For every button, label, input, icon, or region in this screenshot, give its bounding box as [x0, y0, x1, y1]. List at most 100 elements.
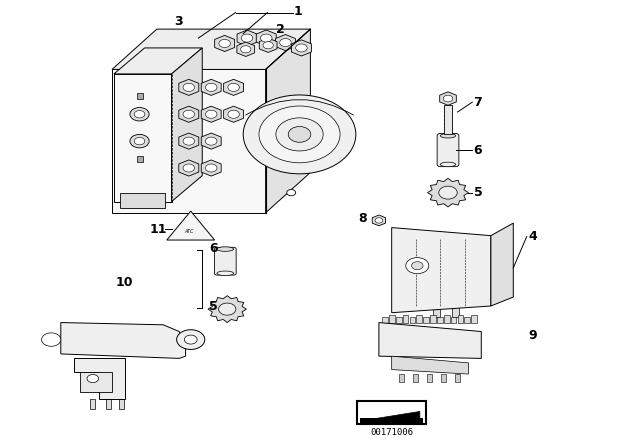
Bar	[452, 306, 459, 317]
Circle shape	[183, 164, 195, 172]
Polygon shape	[259, 38, 277, 52]
Polygon shape	[167, 211, 214, 240]
Bar	[441, 374, 446, 382]
Circle shape	[276, 118, 323, 151]
Ellipse shape	[217, 247, 234, 251]
Circle shape	[42, 333, 61, 346]
Circle shape	[406, 258, 429, 274]
Bar	[119, 399, 124, 409]
Polygon shape	[80, 372, 112, 392]
Ellipse shape	[440, 134, 456, 138]
Circle shape	[205, 83, 217, 91]
Polygon shape	[214, 35, 235, 52]
Ellipse shape	[217, 271, 234, 276]
Circle shape	[296, 44, 307, 52]
Bar	[455, 374, 460, 382]
Circle shape	[263, 42, 273, 49]
Circle shape	[134, 138, 145, 145]
Polygon shape	[266, 29, 310, 213]
FancyBboxPatch shape	[214, 247, 236, 275]
Bar	[396, 317, 401, 323]
Circle shape	[130, 108, 149, 121]
Bar	[106, 399, 111, 409]
Polygon shape	[179, 106, 199, 122]
Circle shape	[280, 39, 291, 47]
Text: 4: 4	[528, 230, 537, 243]
Text: 5: 5	[474, 186, 483, 199]
Bar	[360, 418, 423, 423]
FancyBboxPatch shape	[437, 134, 459, 167]
Circle shape	[375, 218, 383, 223]
Circle shape	[183, 83, 195, 91]
Bar	[451, 317, 456, 323]
Bar	[382, 317, 388, 323]
Polygon shape	[120, 193, 165, 208]
Text: 5: 5	[209, 300, 218, 314]
Polygon shape	[179, 133, 199, 149]
Polygon shape	[491, 223, 513, 306]
Polygon shape	[256, 30, 276, 46]
Polygon shape	[201, 160, 221, 176]
Polygon shape	[379, 323, 481, 358]
Circle shape	[183, 137, 195, 145]
Polygon shape	[112, 29, 310, 69]
Text: 00171006: 00171006	[370, 428, 413, 437]
Circle shape	[205, 164, 217, 172]
Bar	[389, 315, 395, 323]
Ellipse shape	[47, 338, 55, 341]
Polygon shape	[237, 30, 257, 46]
Bar	[427, 374, 432, 382]
Polygon shape	[223, 79, 244, 95]
Bar	[444, 105, 452, 134]
Circle shape	[443, 95, 453, 102]
Polygon shape	[201, 79, 221, 95]
Polygon shape	[440, 92, 456, 105]
Circle shape	[183, 110, 195, 118]
Polygon shape	[114, 48, 202, 74]
Polygon shape	[237, 42, 255, 56]
Circle shape	[228, 83, 239, 91]
Circle shape	[130, 134, 149, 148]
Circle shape	[241, 34, 253, 42]
Circle shape	[219, 39, 230, 47]
Text: 10: 10	[116, 276, 134, 289]
Polygon shape	[392, 228, 491, 313]
Bar	[90, 399, 95, 409]
Polygon shape	[372, 215, 385, 226]
Bar	[437, 317, 443, 323]
Bar	[471, 315, 477, 323]
Polygon shape	[201, 133, 221, 149]
Bar	[465, 317, 470, 323]
Text: 3: 3	[174, 15, 182, 28]
Bar	[444, 315, 449, 323]
Circle shape	[243, 95, 356, 174]
Circle shape	[288, 126, 311, 142]
Polygon shape	[208, 296, 246, 323]
Circle shape	[134, 111, 145, 118]
Circle shape	[259, 106, 340, 163]
Circle shape	[205, 137, 217, 145]
Circle shape	[228, 110, 239, 118]
Bar	[417, 315, 422, 323]
Circle shape	[205, 110, 217, 118]
Bar	[357, 401, 426, 424]
Polygon shape	[179, 160, 199, 176]
Polygon shape	[362, 411, 420, 421]
Bar	[458, 315, 463, 323]
Bar	[410, 317, 415, 323]
Polygon shape	[114, 74, 172, 202]
Bar	[433, 306, 440, 317]
Text: 8: 8	[359, 212, 367, 225]
Ellipse shape	[440, 162, 456, 167]
Bar	[403, 315, 408, 323]
Polygon shape	[275, 34, 296, 51]
Polygon shape	[291, 40, 312, 56]
Circle shape	[177, 330, 205, 349]
Polygon shape	[112, 69, 266, 213]
Circle shape	[87, 375, 99, 383]
Bar	[413, 374, 418, 382]
Text: 2: 2	[276, 22, 285, 36]
Text: ATC: ATC	[185, 229, 194, 234]
Polygon shape	[74, 358, 125, 399]
Circle shape	[412, 262, 423, 270]
